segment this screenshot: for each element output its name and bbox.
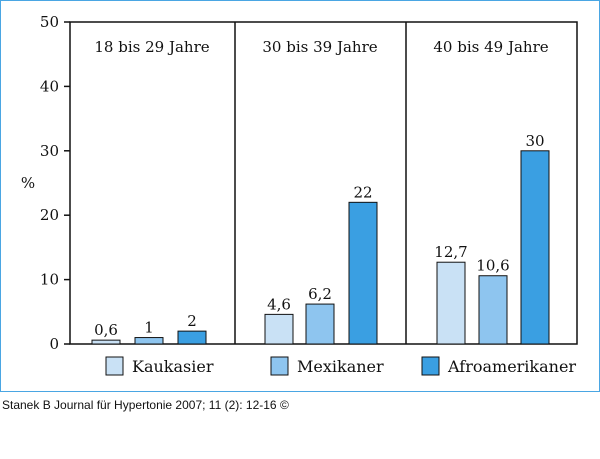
- bar-value-label: 2: [187, 312, 197, 330]
- legend-label: Afroamerikaner: [447, 357, 576, 376]
- y-tick-label: 50: [40, 13, 59, 31]
- bar-value-label: 6,2: [308, 285, 332, 303]
- bar-value-label: 22: [353, 183, 372, 201]
- bar-value-label: 12,7: [434, 243, 467, 261]
- y-tick-label: 0: [49, 335, 59, 353]
- bar: [134, 337, 164, 345]
- y-tick-label: 30: [40, 142, 59, 160]
- legend-label: Mexikaner: [297, 357, 384, 376]
- bar: [305, 303, 335, 345]
- bar: [436, 261, 466, 345]
- y-tick-label: 20: [40, 206, 59, 224]
- y-tick-label: 40: [40, 77, 59, 95]
- bar-value-label: 30: [525, 132, 544, 150]
- bar: [478, 275, 508, 345]
- legend-swatch: [421, 356, 440, 376]
- bar-value-label: 10,6: [476, 257, 509, 275]
- source-caption: Stanek B Journal für Hypertonie 2007; 11…: [2, 398, 289, 412]
- bar-value-label: 4,6: [267, 295, 291, 313]
- bar: [264, 313, 294, 345]
- bar: [520, 150, 550, 345]
- y-tick-label: 10: [40, 271, 59, 289]
- bar: [348, 201, 378, 345]
- bar-value-label: 0,6: [94, 321, 118, 339]
- bar-value-label: 1: [144, 319, 154, 337]
- legend-swatch: [270, 356, 289, 376]
- bar: [177, 330, 207, 345]
- figure-frame: [0, 0, 600, 392]
- legend-swatch: [105, 356, 124, 376]
- y-axis-label: %: [21, 174, 35, 192]
- bar: [91, 339, 121, 345]
- group-title: 30 bis 39 Jahre: [262, 38, 377, 56]
- group-title: 40 bis 49 Jahre: [433, 38, 548, 56]
- group-title: 18 bis 29 Jahre: [94, 38, 209, 56]
- legend-label: Kaukasier: [132, 357, 214, 376]
